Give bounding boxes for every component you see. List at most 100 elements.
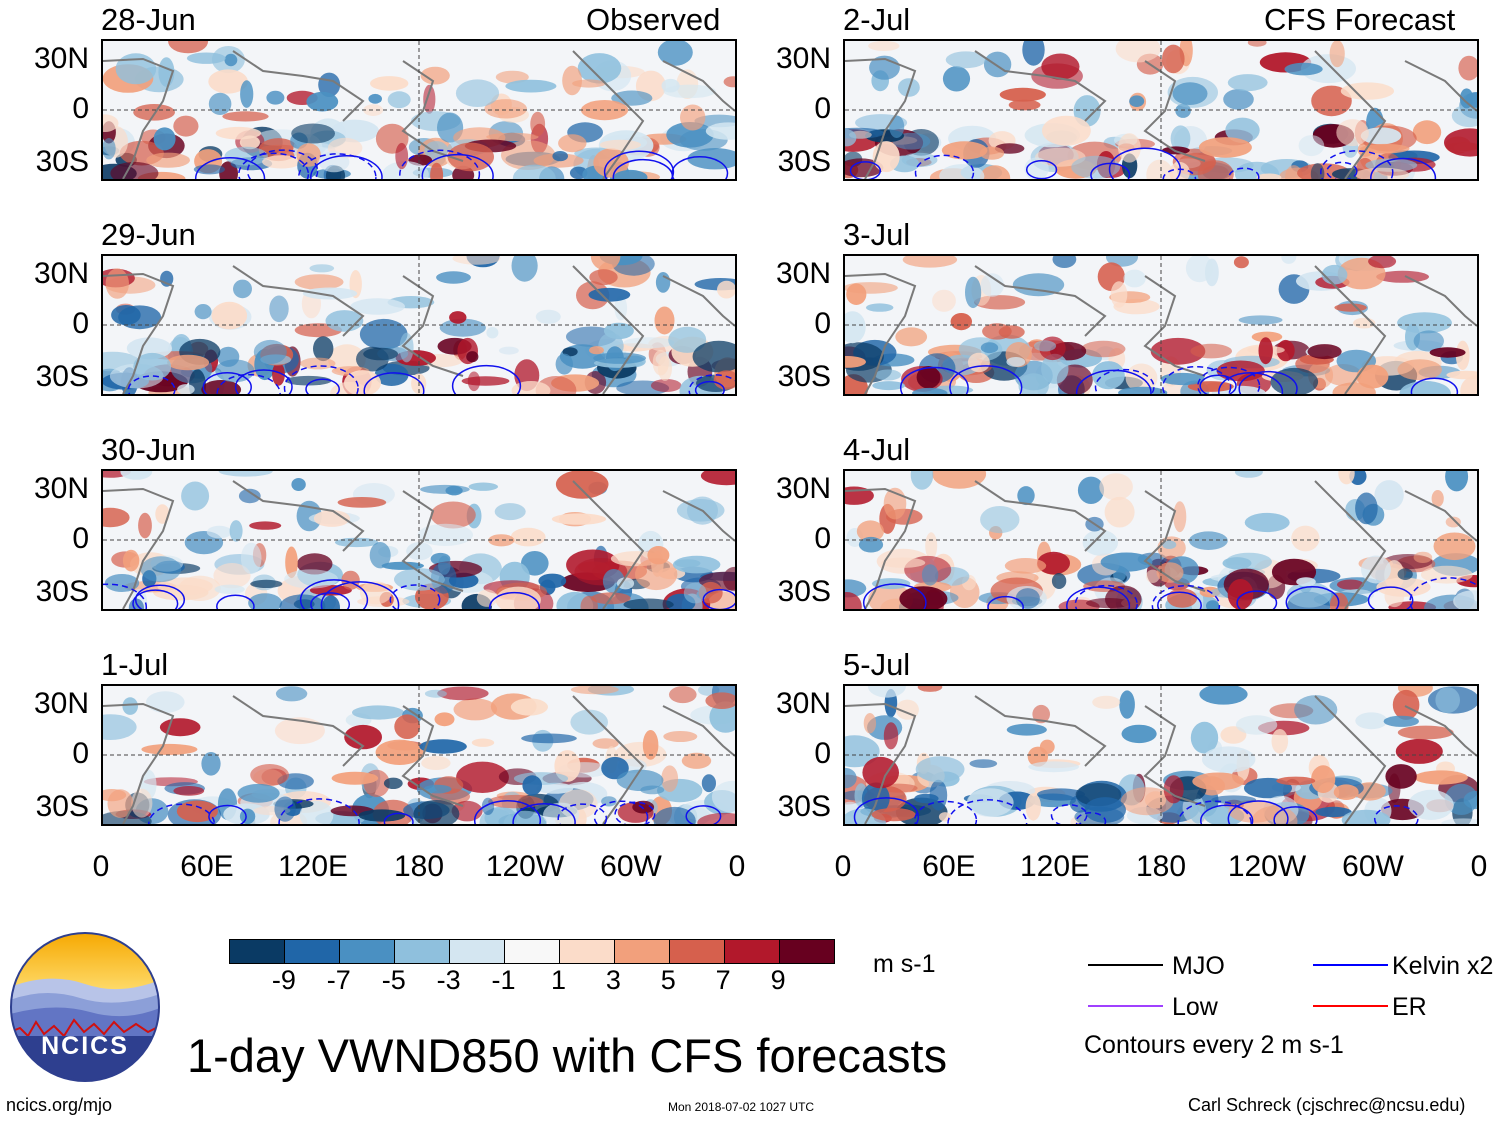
coastline — [845, 702, 917, 824]
anomaly-blob — [455, 79, 500, 107]
anomaly-blob — [1223, 89, 1254, 110]
y-axis-label: 30N — [775, 472, 831, 505]
anomaly-blob — [1413, 551, 1433, 563]
anomaly-blob — [445, 485, 463, 496]
anomaly-blob — [1041, 353, 1069, 384]
kelvin-contour — [310, 155, 383, 179]
anomaly-blob — [1028, 761, 1080, 773]
x-axis-label: 60E — [180, 850, 234, 883]
kelvin-contour — [862, 583, 927, 609]
kelvin-contour — [310, 592, 351, 609]
anomaly-blob — [1460, 375, 1477, 394]
anomaly-blob — [1162, 44, 1185, 74]
anomaly-blob — [512, 164, 556, 179]
kelvin-contour — [899, 366, 969, 394]
anomaly-blob — [588, 287, 631, 302]
anomaly-blob — [269, 295, 289, 323]
kelvin-contour — [688, 374, 735, 394]
anomaly-blob — [941, 141, 988, 160]
anomaly-blob — [222, 111, 269, 122]
anomaly-blob — [250, 579, 283, 588]
anomaly-blob — [1276, 339, 1295, 362]
anomaly-blob — [1414, 770, 1468, 785]
anomaly-blob — [194, 304, 212, 320]
anomaly-blob — [1298, 135, 1325, 157]
coastline — [103, 272, 175, 394]
kelvin-contour — [702, 588, 735, 609]
website-link[interactable]: ncics.org/mjo — [6, 1095, 113, 1115]
x-axis-label: 120W — [1227, 850, 1307, 883]
anomaly-blob — [1006, 357, 1026, 367]
y-axis-label: 30N — [775, 42, 831, 75]
anomaly-blob — [495, 586, 541, 609]
anomaly-blob — [120, 471, 153, 480]
kelvin-contour — [1075, 812, 1107, 824]
anomaly-blob — [423, 84, 436, 114]
anomaly-blob — [434, 712, 455, 727]
anomaly-blob — [168, 41, 209, 54]
anomaly-blob — [1115, 41, 1161, 63]
anomaly-blob — [233, 279, 252, 299]
kelvin-contour — [1285, 585, 1340, 609]
anomaly-blob — [980, 342, 999, 354]
anomaly-blob — [146, 691, 185, 713]
anomaly-blob — [1445, 516, 1461, 528]
anomaly-blob — [1041, 53, 1080, 80]
kelvin-contour — [1197, 366, 1261, 394]
anomaly-blob — [623, 598, 674, 609]
y-axis-label: 30N — [33, 257, 89, 290]
legend-label-low: Low — [1172, 993, 1218, 1021]
anomaly-blob — [208, 92, 232, 115]
anomaly-blob — [1235, 715, 1278, 735]
anomaly-blob — [1458, 55, 1477, 81]
anomaly-blob — [1384, 584, 1405, 608]
coastline — [401, 60, 464, 162]
anomaly-blob — [275, 686, 308, 702]
anomaly-blob — [1118, 386, 1168, 394]
anomaly-blob — [635, 558, 678, 591]
logo-text: NCICS — [41, 1032, 129, 1060]
colorbar-swatch — [670, 940, 725, 963]
anomaly-blob — [358, 809, 406, 822]
anomaly-blob — [1042, 115, 1091, 146]
anomaly-blob — [1197, 160, 1234, 179]
anomaly-blob — [456, 761, 509, 793]
anomaly-blob — [430, 162, 444, 179]
anomaly-blob — [1227, 579, 1254, 609]
anomaly-blob — [613, 169, 648, 179]
anomaly-blob — [306, 91, 339, 112]
map-panel-28-jun — [101, 39, 737, 181]
anomaly-blob — [683, 582, 707, 604]
anomaly-blob — [980, 506, 1020, 534]
anomaly-blob — [291, 478, 306, 491]
contours-note: Contours every 2 m s-1 — [1084, 1031, 1344, 1059]
anomaly-blob — [266, 90, 285, 105]
anomaly-blob — [1012, 273, 1065, 297]
anomaly-blob — [551, 513, 607, 525]
anomaly-blob — [845, 356, 866, 368]
anomaly-blob — [709, 701, 735, 733]
anomaly-blob — [1433, 532, 1476, 561]
anomaly-blob — [1199, 686, 1248, 705]
anomaly-blob — [103, 507, 130, 528]
anomaly-blob — [858, 536, 884, 553]
anomaly-blob — [1356, 364, 1389, 389]
anomaly-blob — [369, 542, 391, 569]
anomaly-blob — [239, 135, 260, 150]
map-field — [103, 471, 735, 609]
coastline — [662, 490, 735, 542]
anomaly-blob — [1039, 739, 1055, 754]
kelvin-contour — [383, 812, 414, 824]
anomaly-blob — [1463, 790, 1477, 810]
anomaly-blob — [663, 731, 698, 742]
anomaly-blob — [382, 161, 429, 179]
x-axis-label: 60W — [600, 850, 662, 883]
anomaly-blob — [701, 774, 717, 793]
kelvin-contour — [1273, 806, 1318, 824]
map-field — [845, 686, 1477, 824]
colorbar-swatch — [780, 940, 834, 963]
anomaly-blob — [296, 553, 333, 575]
anomaly-blob — [1360, 143, 1410, 154]
anomaly-blob — [1408, 789, 1454, 820]
anomaly-blob — [965, 276, 982, 309]
